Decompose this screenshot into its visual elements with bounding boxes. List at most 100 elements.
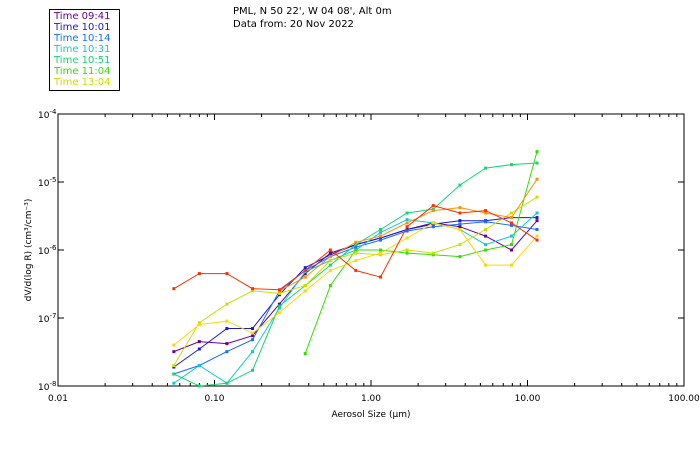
data-point: [405, 251, 409, 255]
data-point: [197, 323, 201, 327]
data-point: [484, 248, 488, 252]
data-point: [535, 195, 539, 199]
data-point: [509, 221, 513, 225]
data-point: [197, 384, 201, 388]
chart-series-group: [172, 150, 539, 388]
data-point: [509, 248, 513, 252]
x-tick-label: 1.00: [361, 394, 381, 404]
data-point: [431, 251, 435, 255]
data-point: [277, 304, 281, 308]
data-point: [277, 302, 281, 306]
data-point: [509, 163, 513, 167]
data-point: [431, 204, 435, 208]
series-line-8: [279, 178, 538, 292]
data-point: [378, 236, 382, 240]
data-point: [303, 275, 307, 279]
data-point: [328, 255, 332, 259]
data-point: [484, 243, 488, 247]
data-point: [484, 263, 488, 267]
y-tick-label: 10-8: [38, 380, 56, 393]
data-point: [328, 251, 332, 255]
data-point: [405, 221, 409, 225]
data-point: [484, 209, 488, 213]
data-point: [172, 343, 176, 347]
data-point: [354, 248, 358, 252]
legend-item: Time 10:14: [54, 33, 111, 44]
data-point: [458, 183, 462, 187]
data-point: [328, 284, 332, 288]
data-point: [431, 253, 435, 257]
series-line-0: [173, 220, 538, 353]
data-point: [225, 350, 229, 354]
data-point: [458, 222, 462, 226]
data-point: [509, 216, 513, 220]
data-point: [277, 306, 281, 310]
data-point: [197, 347, 201, 351]
data-point: [225, 272, 229, 276]
x-tick-label: 10.00: [515, 394, 541, 404]
data-point: [197, 321, 201, 325]
data-point: [225, 381, 229, 385]
x-tick-label: 0.01: [48, 394, 68, 404]
y-tick-label: 10-6: [38, 244, 57, 257]
data-point: [225, 319, 229, 323]
data-point: [354, 240, 358, 244]
data-point: [303, 272, 307, 276]
data-point: [172, 287, 176, 291]
data-point: [405, 218, 409, 222]
data-point: [535, 216, 539, 220]
data-point: [431, 209, 435, 213]
data-point: [431, 221, 435, 225]
data-point: [458, 211, 462, 215]
data-point: [354, 251, 358, 255]
legend-box: [49, 9, 120, 91]
data-point: [251, 331, 255, 335]
data-point: [251, 289, 255, 293]
axis-ticks: 0.01 0.10 1.00 10.00 100.00 10-8 10-7 10-6 10-5 1…: [38, 108, 700, 404]
data-point: [484, 228, 488, 232]
data-point: [303, 268, 307, 272]
data-point: [535, 228, 539, 232]
data-point: [251, 287, 255, 291]
data-point: [509, 243, 513, 247]
data-point: [378, 251, 382, 255]
data-point: [303, 352, 307, 356]
data-point: [197, 364, 201, 368]
legend-item: Time 11:04: [54, 66, 111, 77]
legend-item: Time 09:41: [54, 11, 111, 22]
data-point: [328, 268, 332, 272]
data-point: [458, 206, 462, 210]
data-point: [535, 211, 539, 215]
data-point: [535, 161, 539, 165]
data-point: [328, 248, 332, 252]
data-point: [431, 225, 435, 229]
data-point: [277, 311, 281, 315]
data-point: [328, 263, 332, 267]
data-point: [484, 234, 488, 238]
data-point: [405, 229, 409, 233]
legend-item: Time 10:51: [54, 55, 111, 66]
data-point: [172, 350, 176, 354]
data-point: [277, 291, 281, 295]
legend-item: Time 10:31: [54, 44, 111, 55]
legend-item: Time 10:01: [54, 22, 111, 33]
data-point: [303, 289, 307, 293]
data-point: [251, 368, 255, 372]
data-point: [197, 340, 201, 344]
y-axis-label: dV/d(log R) (cm³/cm⁻³): [24, 199, 34, 302]
data-point: [484, 211, 488, 215]
data-point: [277, 288, 281, 292]
x-tick-label: 0.10: [204, 394, 224, 404]
data-point: [328, 253, 332, 257]
data-point: [431, 207, 435, 211]
y-tick-label: 10-5: [38, 176, 56, 189]
data-point: [458, 219, 462, 223]
y-tick-label: 10-7: [38, 312, 56, 325]
data-point: [172, 381, 176, 385]
data-point: [509, 263, 513, 267]
data-point: [354, 259, 358, 263]
data-point: [458, 228, 462, 232]
legend-item: Time 13:04: [54, 77, 111, 88]
data-point: [225, 302, 229, 306]
